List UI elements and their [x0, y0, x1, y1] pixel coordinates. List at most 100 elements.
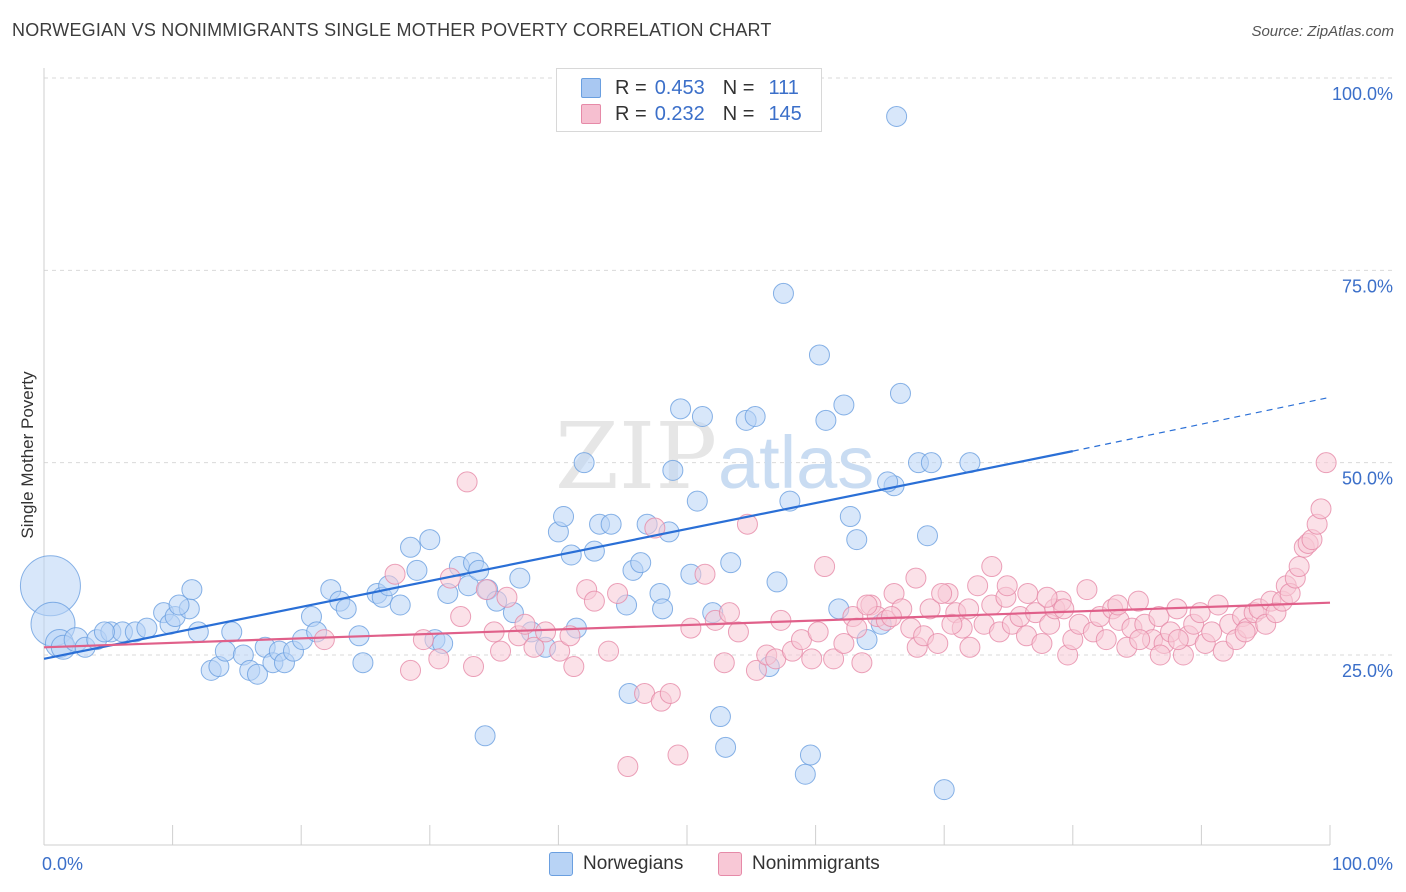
nonimmigrant-point: [814, 556, 836, 578]
norwegian-point: [889, 382, 911, 404]
nonimmigrant-point: [1315, 452, 1337, 474]
nonimmigrant-point: [456, 471, 478, 493]
nonimmigrant-point: [680, 617, 702, 639]
nonimmigrant-point: [313, 629, 335, 651]
correlation-legend: R = 0.453 N = 111 R = 0.232 N = 145: [556, 68, 822, 132]
bottom-legend-norwegians: Norwegians: [549, 852, 683, 876]
norwegian-point: [772, 282, 794, 304]
nonimmigrant-point: [718, 602, 740, 624]
nonimmigrant-point: [1148, 606, 1170, 628]
nonimmigrant-point: [996, 575, 1018, 597]
nonimmigrant-point: [801, 648, 823, 670]
norwegian-point: [573, 452, 595, 474]
norwegian-point: [933, 779, 955, 801]
nonimmigrant-point: [880, 606, 902, 628]
legend-n-label: N =: [722, 76, 755, 99]
nonimmigrant-point: [745, 659, 767, 681]
nonimmigrant-point: [412, 629, 434, 651]
nonimmigrant-point: [807, 621, 829, 643]
legend-swatch-pink: [581, 104, 601, 124]
nonimmigrant-point: [823, 648, 845, 670]
axes: [43, 68, 1331, 846]
nonimmigrant-point: [770, 609, 792, 631]
norwegian-point: [168, 594, 190, 616]
nonimmigrant-point: [559, 625, 581, 647]
norwegian-trend-extrapolation: [1072, 396, 1331, 452]
chart-title: NORWEGIAN VS NONIMMIGRANTS SINGLE MOTHER…: [12, 20, 772, 40]
watermark-atlas: atlas: [718, 421, 874, 504]
nonimmigrant-point: [583, 590, 605, 612]
norwegian-point: [136, 617, 158, 639]
source-credit: Source: ZipAtlas.com: [1251, 23, 1394, 40]
norwegian-point: [400, 536, 422, 558]
y-tick-label: 75.0%: [1342, 276, 1393, 296]
legend-swatch-blue: [581, 78, 601, 98]
norwegian-point: [652, 598, 674, 620]
nonimmigrant-point: [856, 594, 878, 616]
legend-n-value: 145: [768, 102, 802, 125]
nonimmigrant-point: [450, 606, 472, 628]
norwegian-point: [686, 490, 708, 512]
norwegian-point: [839, 506, 861, 528]
legend-r-label: R =: [615, 102, 647, 125]
nonimmigrant-point: [667, 744, 689, 766]
nonimmigrant-point: [384, 563, 406, 585]
nonimmigrant-point: [1149, 644, 1171, 666]
norwegian-point: [181, 579, 203, 601]
norwegian-point: [920, 452, 942, 474]
legend-r-value: 0.453: [654, 76, 705, 99]
nonimmigrant-point: [1201, 621, 1223, 643]
nonimmigrant-point: [1189, 602, 1211, 624]
nonimmigrant-point: [523, 636, 545, 658]
norwegian-point: [352, 652, 374, 674]
nonimmigrant-point: [563, 656, 585, 678]
norwegian-point: [335, 598, 357, 620]
norwegian-point: [553, 506, 575, 528]
nonimmigrant-point: [833, 632, 855, 654]
gridlines: [44, 77, 1392, 656]
legend-row-nonimmigrants: R = 0.232 N = 145: [581, 102, 802, 126]
nonimmigrant-point: [931, 582, 953, 604]
nonimmigrant-point: [1167, 629, 1189, 651]
x-tick-label: 0.0%: [42, 854, 83, 874]
bottom-legend-swatch-blue: [549, 852, 573, 876]
nonimmigrant-point: [475, 579, 497, 601]
nonimmigrant-point: [927, 632, 949, 654]
norwegian-point: [474, 725, 496, 747]
norwegian-point: [709, 706, 731, 728]
nonimmigrant-point: [941, 613, 963, 635]
norwegian-point: [406, 559, 428, 581]
norwegian-point: [630, 552, 652, 574]
nonimmigrant-point: [607, 582, 629, 604]
nonimmigrant-point: [1310, 498, 1332, 520]
nonimmigrant-point: [463, 656, 485, 678]
norwegian-point: [715, 736, 737, 758]
norwegian-point: [720, 552, 742, 574]
norwegian-point: [419, 529, 441, 551]
bottom-legend-label: Norwegians: [583, 853, 684, 874]
norwegian-point: [833, 394, 855, 416]
norwegian-point: [794, 763, 816, 785]
nonimmigrant-point: [851, 652, 873, 674]
nonimmigrant-point: [1107, 594, 1129, 616]
bottom-legend-swatch-pink: [718, 852, 742, 876]
legend-r-value: 0.232: [654, 102, 705, 125]
nonimmigrant-point: [727, 621, 749, 643]
norwegian-point: [886, 105, 908, 127]
nonimmigrant-point: [644, 517, 666, 539]
norwegian-point: [766, 571, 788, 593]
nonimmigrant-point: [905, 567, 927, 589]
y-axis-label: Single Mother Poverty: [18, 371, 37, 539]
tick-labels: 25.0% 50.0% 75.0% 100.0% 0.0% 100.0%: [42, 84, 1393, 874]
nonimmigrant-point: [958, 598, 980, 620]
y-tick-label: 25.0%: [1342, 661, 1393, 681]
norwegian-point: [815, 409, 837, 431]
nonimmigrant-point: [400, 659, 422, 681]
nonimmigrant-point: [659, 682, 681, 704]
norwegian-point: [221, 621, 243, 643]
norwegian-point: [93, 621, 115, 643]
nonimmigrant-point: [1076, 579, 1098, 601]
nonimmigrant-point: [490, 640, 512, 662]
nonimmigrant-point: [959, 636, 981, 658]
